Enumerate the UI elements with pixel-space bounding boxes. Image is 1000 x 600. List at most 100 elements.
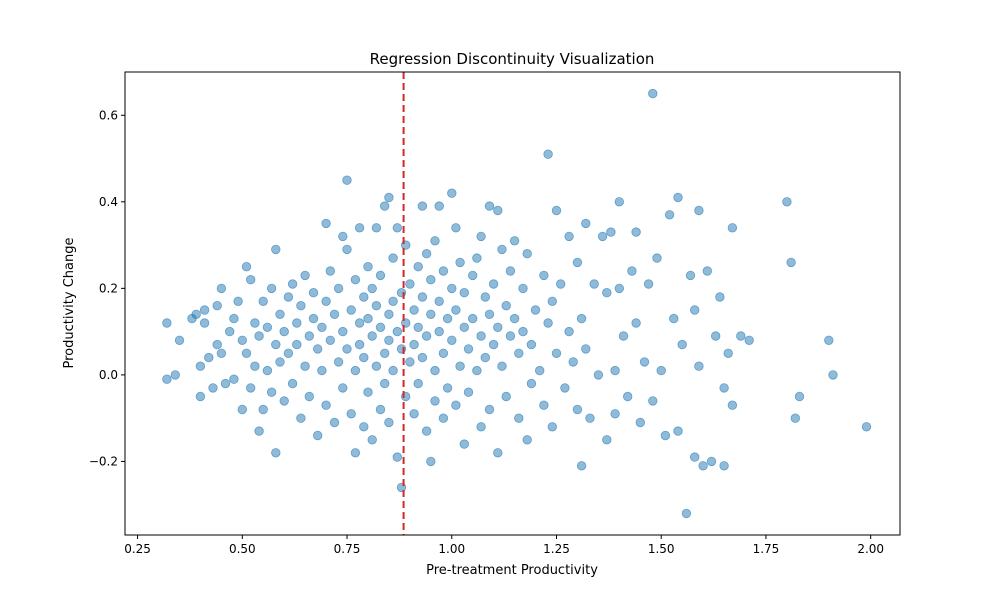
data-point (597, 231, 608, 242)
data-point (602, 435, 612, 445)
data-point (576, 461, 587, 471)
data-point (639, 357, 650, 367)
data-point (434, 201, 444, 211)
data-point (455, 257, 465, 268)
data-point (346, 305, 356, 315)
data-point (266, 283, 277, 294)
data-point (472, 253, 482, 263)
data-point (321, 296, 331, 307)
data-point (162, 318, 172, 328)
data-point (564, 326, 574, 337)
data-point (430, 236, 440, 246)
data-point (363, 262, 373, 272)
data-point (451, 400, 461, 410)
data-point (497, 361, 507, 371)
data-point (212, 339, 222, 350)
data-point (354, 318, 365, 328)
y-tick-label: 0.2 (99, 281, 118, 295)
data-point (392, 223, 403, 233)
data-point (685, 270, 696, 281)
data-point (409, 339, 419, 350)
data-point (631, 318, 641, 328)
data-point (262, 322, 273, 333)
data-point (199, 305, 210, 315)
chart-title: Regression Discontinuity Visualization (370, 50, 655, 68)
y-tick-label: −0.2 (89, 454, 118, 468)
x-axis-ticks: 0.25 0.50 0.75 1.00 1.25 1.50 1.75 2.00 (124, 535, 884, 556)
data-point (375, 322, 386, 333)
data-point (447, 188, 457, 198)
x-tick-label: 1.25 (543, 542, 570, 556)
data-point (233, 296, 243, 307)
data-point (287, 378, 298, 389)
data-point (438, 266, 449, 276)
data-point (736, 331, 746, 341)
data-point (191, 309, 201, 320)
data-point (547, 296, 558, 307)
data-point (581, 218, 591, 229)
data-point (828, 370, 838, 380)
data-point (480, 352, 491, 363)
data-point (673, 426, 683, 436)
data-point (698, 461, 708, 471)
data-point (505, 266, 516, 276)
data-point (459, 288, 470, 298)
y-axis-label: Productivity Change (62, 238, 77, 369)
data-point (413, 378, 423, 389)
data-point (241, 262, 252, 272)
data-point (518, 326, 528, 337)
data-point (463, 387, 474, 397)
data-point (220, 378, 231, 389)
data-point (459, 322, 470, 333)
data-point (258, 296, 268, 307)
data-point (430, 365, 440, 376)
data-point (543, 149, 553, 159)
data-point (694, 205, 704, 216)
data-point (237, 404, 248, 415)
data-point (262, 365, 273, 376)
data-point (388, 365, 398, 376)
data-point (325, 335, 336, 346)
data-point (417, 292, 428, 302)
data-point (204, 352, 214, 363)
data-point (463, 344, 474, 354)
data-point (551, 205, 562, 216)
data-point (380, 201, 390, 211)
data-point (522, 248, 532, 259)
data-point (350, 365, 361, 376)
data-point (589, 279, 599, 289)
data-point (426, 275, 436, 285)
data-point (501, 391, 511, 402)
data-point (442, 313, 453, 324)
data-point (245, 383, 256, 393)
data-point (350, 275, 361, 285)
data-point (581, 344, 591, 354)
data-point (413, 322, 423, 333)
data-point (623, 391, 633, 402)
data-point (199, 318, 210, 328)
data-point (526, 339, 537, 350)
data-point (296, 413, 306, 423)
data-point (333, 283, 344, 294)
data-point (664, 210, 675, 220)
x-axis-label: Pre-treatment Productivity (426, 563, 598, 578)
data-point (195, 361, 206, 371)
data-point (229, 313, 239, 324)
data-point (484, 309, 495, 320)
data-point (669, 313, 679, 324)
y-tick-label: 0.4 (99, 195, 118, 209)
data-point (493, 322, 503, 333)
data-point (606, 227, 616, 237)
data-point (434, 326, 444, 337)
data-point (279, 326, 289, 337)
x-tick-label: 1.75 (753, 542, 780, 556)
data-point (350, 448, 361, 458)
data-point (539, 400, 549, 410)
data-point (681, 508, 692, 519)
data-point (677, 339, 687, 350)
x-tick-label: 2.00 (857, 542, 884, 556)
data-point (421, 248, 432, 259)
data-point (744, 335, 754, 346)
data-point (342, 175, 352, 185)
